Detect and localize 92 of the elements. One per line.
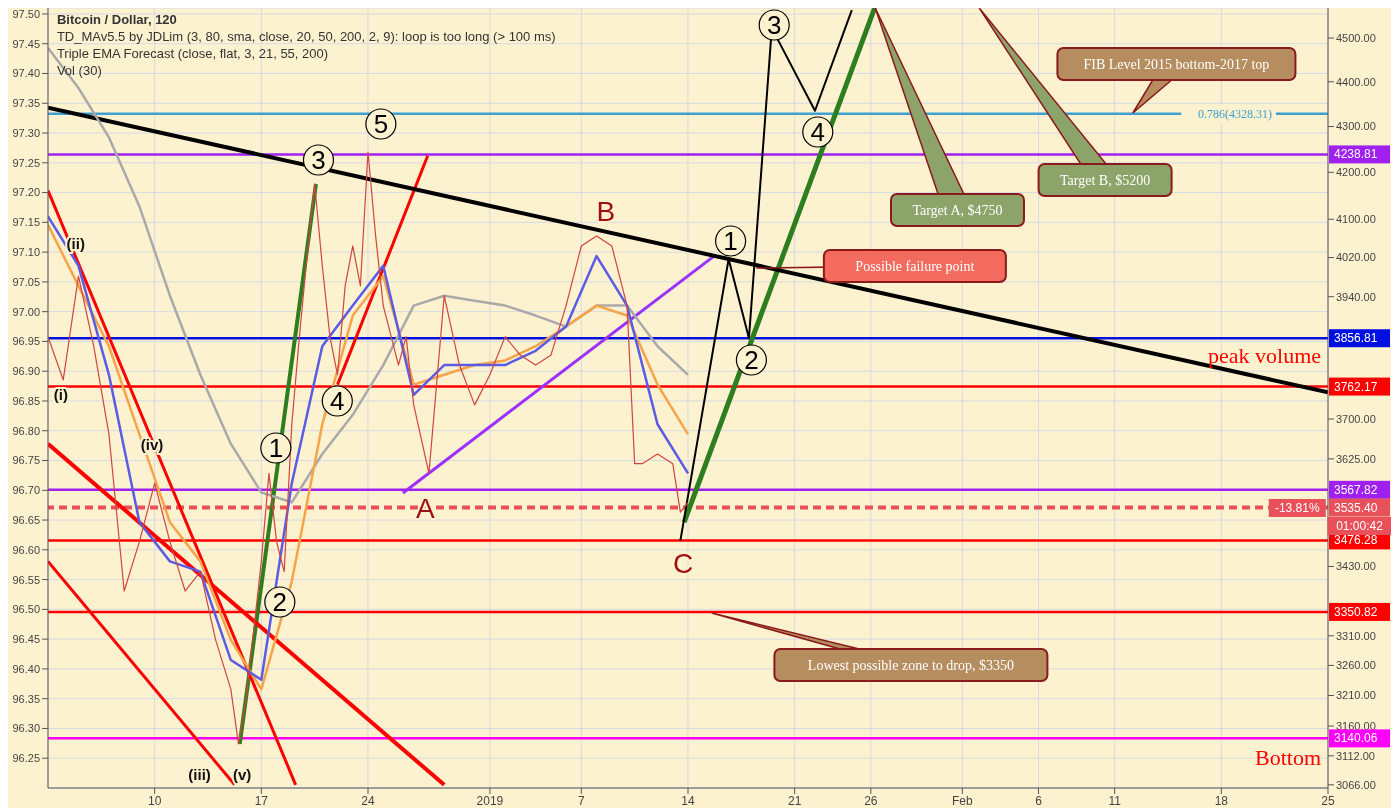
y-tick-label: 96.50	[12, 603, 40, 616]
chart-title: Bitcoin / Dollar, 120	[56, 12, 177, 27]
y-tick-label: 96.25	[12, 752, 40, 765]
x-tick-label: 26	[864, 793, 878, 808]
y-tick-label: 97.20	[12, 186, 40, 199]
ref-line-label: 3762.17	[1334, 379, 1378, 394]
annotation: (v)	[233, 766, 252, 783]
y-tick-label: 97.45	[12, 37, 40, 50]
ref-line-label: 3140.06	[1334, 731, 1378, 746]
y2-tick-label: 4300.00	[1336, 120, 1376, 133]
x-tick-label: 2019	[476, 793, 504, 808]
y-tick-label: 96.30	[12, 722, 40, 735]
ref-line-label: 3350.82	[1334, 604, 1378, 619]
annotation: Possible failure point	[855, 258, 975, 274]
x-tick-label: 10	[147, 793, 162, 808]
y-tick-label: 97.30	[12, 126, 40, 139]
annotation: Vol (30)	[56, 63, 102, 78]
x-tick-label: 14	[681, 793, 695, 808]
y-tick-label: 97.40	[12, 67, 40, 80]
y2-tick-label: 3112.00	[1336, 749, 1375, 762]
y-tick-label: 96.65	[12, 513, 40, 526]
y2-tick-label: 3700.00	[1336, 412, 1376, 425]
y-tick-label: 96.95	[12, 335, 40, 348]
annotation: 3	[311, 145, 326, 175]
ref-line-label: 3476.28	[1334, 533, 1378, 548]
y2-tick-label: 4500.00	[1336, 31, 1376, 44]
y-tick-label: 96.40	[12, 662, 40, 675]
annotation: 4	[330, 386, 345, 416]
annotation: 1	[268, 433, 284, 463]
y2-tick-label: 3430.00	[1336, 560, 1376, 573]
y-tick-label: 97.25	[12, 156, 40, 169]
annotation: Triple EMA Forecast (close, flat, 3, 21, 55, 200)	[56, 46, 329, 61]
annotation: Target A, $4750	[912, 202, 1003, 218]
ref-line-label: 0.786(4328.31)	[1198, 106, 1272, 121]
annotation: C	[672, 548, 694, 579]
y2-tick-label: 3310.00	[1336, 629, 1376, 642]
ref-line-label: 4238.81	[1334, 147, 1378, 162]
annotation: FIB Level 2015 bottom-2017 top	[1083, 56, 1270, 72]
y-tick-label: 96.75	[12, 454, 40, 467]
y-tick-label: 96.35	[12, 692, 40, 705]
y-tick-label: 96.85	[12, 394, 40, 407]
annotation: 2	[272, 587, 288, 617]
annotation: (iii)	[188, 766, 211, 783]
annotation: TD_MAv5.5 by JDLim (3, 80, sma, close, 20, 50, 200, 2, 9): loop is too long (> 100 ms)	[56, 29, 556, 44]
annotation: -13.81%	[1274, 501, 1320, 515]
y-tick-label: 97.35	[12, 97, 40, 110]
y2-tick-label: 4020.00	[1336, 251, 1376, 264]
y2-tick-label: 3066.00	[1336, 778, 1376, 791]
y-tick-label: 97.00	[12, 305, 40, 318]
x-tick-label: 18	[1214, 793, 1229, 808]
y-tick-label: 96.70	[12, 484, 40, 497]
annotation: Bottom	[1255, 745, 1322, 770]
annotation: 2	[744, 345, 759, 375]
x-tick-label: 25	[1321, 793, 1335, 808]
annotation: B	[596, 196, 616, 227]
y-tick-label: 97.15	[12, 216, 40, 229]
x-tick-label: 21	[787, 793, 802, 808]
y-tick-label: 96.55	[12, 573, 40, 586]
annotation: peak volume	[1208, 343, 1322, 368]
annotation: A	[416, 493, 436, 524]
y-tick-label: 96.80	[12, 424, 40, 437]
ref-line-label: 3856.81	[1334, 331, 1378, 346]
y2-tick-label: 3160.00	[1336, 719, 1376, 732]
annotation: 3	[766, 10, 782, 40]
y2-tick-label: 3210.00	[1336, 689, 1376, 702]
ref-line-label: 3535.40	[1334, 500, 1378, 515]
x-tick-label: 11	[1108, 793, 1122, 808]
x-tick-label: 7	[577, 793, 585, 808]
annotation: Lowest possible zone to drop, $3350	[807, 657, 1014, 673]
y2-tick-label: 3260.00	[1336, 659, 1376, 672]
y2-tick-label: 4200.00	[1336, 166, 1376, 179]
annotation: Target B, $5200	[1060, 172, 1151, 188]
y2-tick-label: 4100.00	[1336, 213, 1376, 226]
y-tick-label: 97.50	[12, 7, 40, 20]
y-tick-label: 96.45	[12, 633, 40, 646]
annotation: 1	[723, 226, 738, 256]
x-tick-label: 17	[254, 793, 269, 808]
ref-line-label: 3567.82	[1334, 482, 1378, 497]
y2-tick-label: 3625.00	[1336, 452, 1376, 465]
y-tick-label: 97.10	[12, 246, 40, 259]
y2-tick-label: 3940.00	[1336, 290, 1376, 303]
annotation: (i)	[53, 386, 68, 403]
y2-tick-label: 4400.00	[1336, 75, 1376, 88]
y-tick-label: 97.05	[12, 275, 40, 288]
annotation: 5	[373, 109, 389, 139]
x-tick-label: 6	[1035, 793, 1043, 808]
x-tick-label: Feb	[951, 793, 973, 808]
annotation: 4	[810, 117, 826, 147]
text: 01:00:42	[1336, 519, 1384, 533]
x-tick-label: 24	[361, 793, 375, 808]
y-tick-label: 96.60	[12, 543, 40, 556]
y-tick-label: 96.90	[12, 365, 40, 378]
